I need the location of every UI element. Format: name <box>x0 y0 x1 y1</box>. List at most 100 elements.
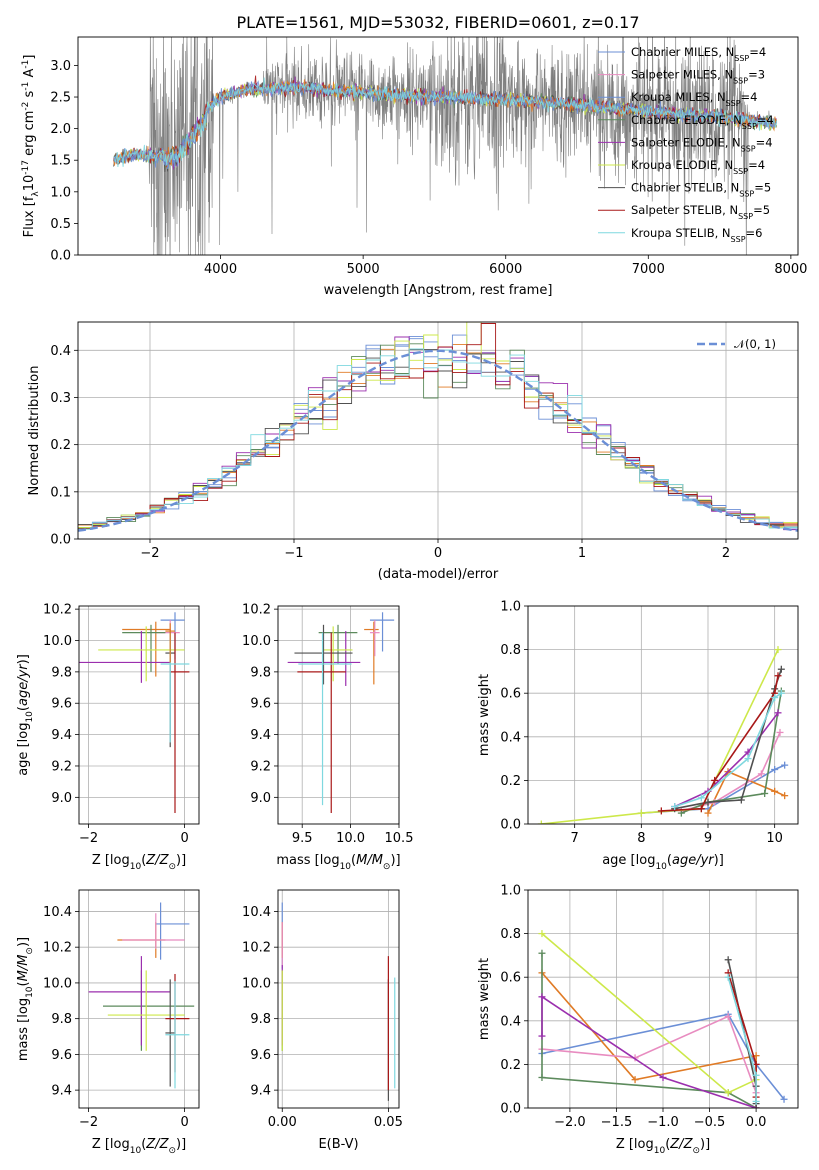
error-bar-point <box>165 981 190 1089</box>
y-tick-label: 0.2 <box>500 774 521 789</box>
label-part: )] <box>176 1137 186 1152</box>
label-part: age [log <box>602 853 655 868</box>
label-part: E(B-V) <box>318 1137 358 1152</box>
y-tick-label: 9.4 <box>51 1084 72 1099</box>
x-tick-label: 7000 <box>632 262 665 277</box>
mass-weight-series <box>674 712 779 808</box>
mass-weight-series <box>707 770 786 814</box>
label-part: )] <box>700 1137 710 1152</box>
y-tick-label: 10.0 <box>242 976 271 991</box>
error-bar-point <box>298 632 352 806</box>
legend-entry: Salpeter STELIB, NSSP=5 <box>631 203 770 221</box>
y-tick-label: 0.2 <box>500 1058 521 1073</box>
y-tick-label: 1.0 <box>500 884 521 899</box>
label-part: 10 <box>655 862 667 872</box>
y-tick-label: 10.0 <box>43 976 72 991</box>
x-tick-label: 7 <box>571 831 579 846</box>
label-part: (data-model)/error <box>378 567 499 582</box>
x-axis-label: Z [log10(Z/Z⊙)] <box>92 1137 186 1156</box>
x-axis-label: Z [log10(Z/Z⊙)] <box>92 853 186 872</box>
mass-weight-series <box>680 690 783 814</box>
label-part: Flux [f <box>22 196 37 237</box>
x-tick-label: 10.5 <box>385 831 414 846</box>
error-bar-point <box>155 620 180 657</box>
panel-spectrum: 4000 5000 6000 7000 8000 0.0 0.5 1.0 1.5 2.0 2.5 3.… <box>21 36 807 298</box>
panel-age_vs_Z: −2 09.09.29.49.69.810.010.2Z [log10(Z/Z⊙)… <box>16 603 200 872</box>
label-part: mass weight <box>477 674 492 756</box>
label-part: Z [log <box>616 1137 654 1152</box>
error-bar-point <box>79 631 171 683</box>
axes-frame <box>277 889 400 1109</box>
x-axis-label: E(B-V) <box>318 1137 358 1152</box>
y-tick-label: 9.6 <box>51 1048 72 1063</box>
x-tick-label: 1 <box>578 546 586 561</box>
plot-area <box>78 322 798 532</box>
plot-area <box>88 902 195 1089</box>
x-tick-label: 0.00 <box>268 1115 297 1130</box>
mass-weight-series <box>541 995 757 1108</box>
y-tick-label: 0.0 <box>50 533 71 548</box>
error-bar-point <box>369 620 380 657</box>
error-bar-point <box>369 612 395 652</box>
legend-sub: SSP <box>738 212 753 221</box>
legend-count: =4 <box>756 135 773 149</box>
legend-entry: Kroupa ELODIE, NSSP=4 <box>631 158 765 176</box>
y-tick-label: 9.4 <box>250 728 271 743</box>
legend-entry: Kroupa MILES, NSSP=4 <box>631 90 757 108</box>
error-bar-point <box>122 624 166 672</box>
error-bar-point <box>155 902 190 960</box>
plot-area <box>537 646 789 824</box>
legend-count: =4 <box>749 45 766 59</box>
y-axis-label: Flux [fλ10-17 erg cm-2 s-1 A-1] <box>21 55 41 238</box>
label-part: ⊙ <box>25 947 35 955</box>
plot-area <box>113 37 778 255</box>
y-tick-label: 0.4 <box>500 730 521 745</box>
axes-frame <box>77 36 799 256</box>
panel-residuals: −2 −1 0 1 2 0.0 0.1 0.2 0.3 0.4 (data-model)/error… <box>27 321 799 582</box>
error-bar-point <box>318 624 358 665</box>
axes-frame <box>78 605 200 825</box>
y-axis-label: mass weight <box>477 958 492 1040</box>
y-tick-label: 10.2 <box>242 603 271 618</box>
y-tick-label: 1.5 <box>50 154 71 169</box>
x-tick-label: 9 <box>704 831 712 846</box>
label-part: age/yr <box>672 853 715 868</box>
label-part: )] <box>176 853 186 868</box>
x-axis-label: mass [log10(M/M⊙)] <box>276 853 400 872</box>
legend-sub: SSP <box>733 167 748 176</box>
panel-mass_vs_ebv: 0.00 0.05 9.4 9.6 9.8 10.0 10.2 10.4 E(B-V) <box>242 889 403 1152</box>
label-part: λ <box>31 191 41 197</box>
label-part: ( <box>16 706 31 711</box>
x-tick-label: 0 <box>180 831 188 846</box>
label-part: Z [log <box>92 853 130 868</box>
y-tick-label: 0.0 <box>500 1102 521 1117</box>
legend-name: Kroupa ELODIE, N <box>631 158 733 172</box>
legend-sub: SSP <box>742 121 757 130</box>
y-tick-label: 9.0 <box>250 791 271 806</box>
label-part: M/M <box>356 853 383 868</box>
plot-area <box>281 902 396 1101</box>
legend-entry: Chabrier STELIB, NSSP=5 <box>631 181 771 199</box>
y-tick-label: 9.2 <box>51 759 72 774</box>
x-axis-label: wavelength [Angstrom, rest frame] <box>324 283 553 298</box>
y-tick-label: 10.4 <box>242 905 271 920</box>
y-axis-label: age [log10(age/yr)] <box>16 654 35 776</box>
label-part: 10 <box>130 1146 142 1156</box>
y-tick-label: 0.4 <box>50 344 71 359</box>
x-tick-label: −0.5 <box>694 1115 726 1130</box>
label-part: wavelength [Angstrom, rest frame] <box>324 283 553 298</box>
y-tick-label: 0.5 <box>50 217 71 232</box>
y-tick-label: 10.2 <box>43 603 72 618</box>
y-tick-label: 9.2 <box>250 759 271 774</box>
y-tick-label: 9.6 <box>250 1048 271 1063</box>
label-part: ( <box>141 853 146 868</box>
error-bar-point <box>88 956 171 1046</box>
label-part: mass weight <box>477 958 492 1040</box>
x-axis-label: Z [log10(Z/Z⊙)] <box>616 1137 710 1156</box>
y-tick-label: 1.0 <box>50 185 71 200</box>
label-part: Z/Z <box>669 1137 693 1152</box>
mass-weight-series <box>541 1015 757 1093</box>
legend-count: =4 <box>757 113 774 127</box>
y-tick-label: 10.0 <box>43 634 72 649</box>
